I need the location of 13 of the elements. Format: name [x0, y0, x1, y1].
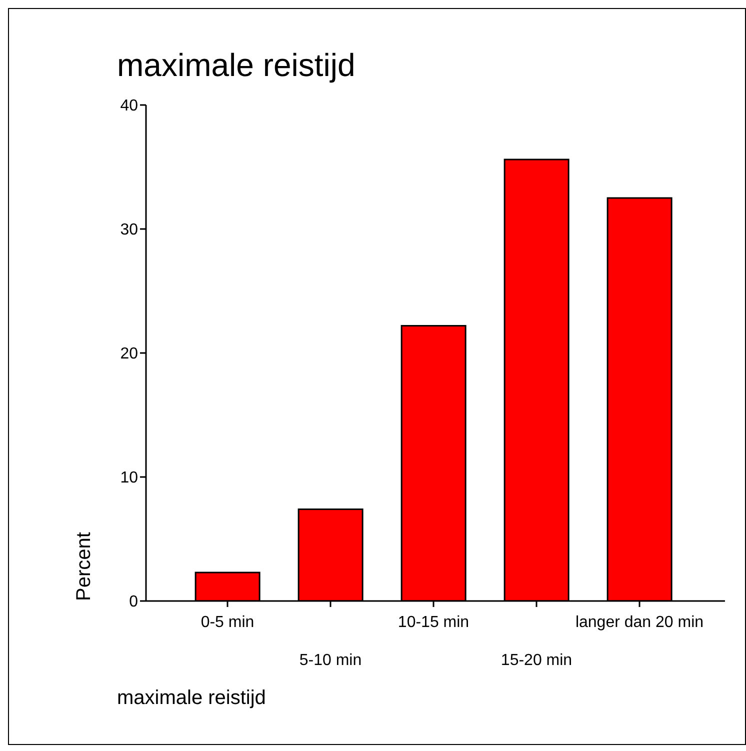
y-tick-label: 20 [120, 346, 138, 363]
chart-title: maximale reistijd [117, 47, 356, 84]
y-tick-label: 0 [129, 594, 138, 611]
x-axis-title: maximale reistijd [117, 687, 266, 710]
y-tick-label: 40 [120, 98, 138, 115]
x-tick-label: langer dan 20 min [575, 614, 704, 631]
x-tick-label: 15-20 min [500, 652, 572, 669]
y-tick-label: 10 [120, 470, 138, 487]
x-tick-label: 10-15 min [398, 614, 470, 631]
x-tick-label: 0-5 min [200, 614, 254, 631]
y-tick-label: 30 [120, 222, 138, 239]
x-tick-label: 5-10 min [299, 652, 362, 669]
y-axis-title: Percent [73, 532, 96, 601]
